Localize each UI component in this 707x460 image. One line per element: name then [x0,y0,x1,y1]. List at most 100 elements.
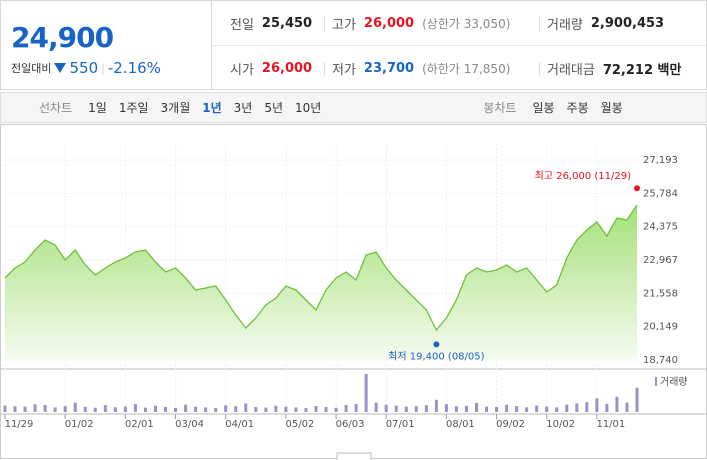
summary-table: 전일 25,450 고가 26,000 (상한가 33,050) 거래량 2,900,453… [212,0,707,90]
summary-value: 25,450 [261,16,313,31]
volume-bar [264,407,268,412]
tab[interactable]: 3년 [233,101,253,115]
volume-bar [83,406,87,412]
tab[interactable]: 3개월 [160,101,191,115]
tab[interactable]: 5년 [264,101,284,115]
extreme-label: 최저 19,400 (08/05) [388,350,484,362]
volume-bar [93,407,97,412]
volume-bar [635,387,639,412]
volume-bar [214,408,218,412]
volume-legend: 거래량 [660,376,688,388]
volume-bar [284,406,288,412]
change: 전일대비 550 | -2.16% [11,59,161,77]
volume-bar [585,402,589,412]
volume-bar [314,406,318,412]
summary-cell: 저가 23,700 (하한가 17,850) [332,46,510,91]
summary-value: 2,900,453 [590,16,665,31]
volume-bar [153,405,157,412]
summary-cell: 거래량 2,900,453 [547,1,664,46]
summary-value: 26,000 [261,61,313,76]
tab[interactable]: 1년 [202,101,222,115]
volume-bar [53,407,57,412]
volume-bar [334,407,338,412]
summary-label: 거래량 [547,18,583,33]
volume-bar [515,406,519,412]
summary-label: 거래대금 [547,63,595,78]
y-tick-label: 22,967 [643,255,678,266]
x-tick-label: 01/02 [65,419,94,430]
x-tick-label: 11/29 [5,419,34,430]
y-tick-label: 18,740 [643,355,678,366]
volume-bar [605,403,609,412]
volume-bar [174,407,178,412]
extreme-marker [634,185,640,192]
volume-bar [194,406,198,412]
volume-bar [464,405,468,412]
volume-bar [374,402,378,412]
volume-bar [123,406,127,412]
volume-bar [485,406,489,412]
summary-label: 저가 [332,63,356,78]
summary-value: 26,000 [363,16,415,31]
tab-group-label: 선차트 [39,101,73,115]
summary-value: 72,212 백만 [602,63,682,78]
summary-label: 시가 [230,63,254,78]
tab[interactable]: 월봉 [600,101,623,115]
tab[interactable]: 1일 [88,101,107,115]
down-arrow [54,63,67,73]
volume-bar [444,404,448,412]
price-area [5,204,637,360]
extreme-marker [433,341,440,348]
summary-cell: 거래대금 72,212 백만 [547,46,681,91]
tab[interactable]: 일봉 [532,101,555,115]
price-line [4,204,638,332]
volume-bar [505,404,509,412]
y-tick-label: 24,375 [643,222,678,233]
x-tick-label: 08/01 [446,419,475,430]
tab-group-label: 봉차트 [483,101,517,115]
volume-bar [63,406,67,412]
volume-bar [434,399,438,412]
x-tick-label: 04/01 [225,419,254,430]
volume-bar [113,407,117,412]
y-tick-label: 21,558 [643,288,678,299]
row-divider [212,45,706,46]
summary-value: 23,700 [363,61,415,76]
x-tick-label: 03/04 [175,419,204,430]
volume-bar [625,402,629,412]
volume-bar [234,406,238,412]
summary-label: 전일 [230,18,254,33]
volume-bar [224,405,228,412]
summary-label: 고가 [332,18,356,33]
tab[interactable]: 주봉 [566,101,589,115]
x-tick-label: 07/01 [386,419,415,430]
volume-bar [13,406,17,412]
y-tick-label: 25,784 [643,188,678,199]
volume-bar [414,406,418,412]
summary-cell: 전일 25,450 [230,1,312,46]
volume-bar [73,402,77,412]
volume-bar [454,406,458,412]
summary-note: (상한가 33,050) [422,17,511,31]
volume-bar [184,404,188,412]
x-tick-label: 05/02 [285,419,314,430]
volume-bar [394,405,398,412]
scroll-handle[interactable] [336,452,372,460]
tab[interactable]: 10년 [295,101,322,115]
cell-separator [324,17,325,31]
tab[interactable]: 1주일 [118,101,149,115]
chart: 18,740 20,149 21,558 22,967 24,375 25,784 27,1… [0,124,707,460]
change-value: 550 [69,59,99,77]
cell-separator [539,62,540,76]
volume-bar [615,396,619,412]
summary-cell: 고가 26,000 (상한가 33,050) [332,1,510,46]
volume-bar [244,403,248,412]
volume-legend-swatch [655,377,657,386]
volume-bar [575,403,579,412]
volume-bar [274,405,278,412]
volume-bar [23,406,27,412]
x-tick-label: 06/03 [336,419,365,430]
y-tick-label: 27,193 [643,155,678,166]
current-price: 24,900 [11,21,114,54]
change-label: 전일대비 [11,62,52,75]
